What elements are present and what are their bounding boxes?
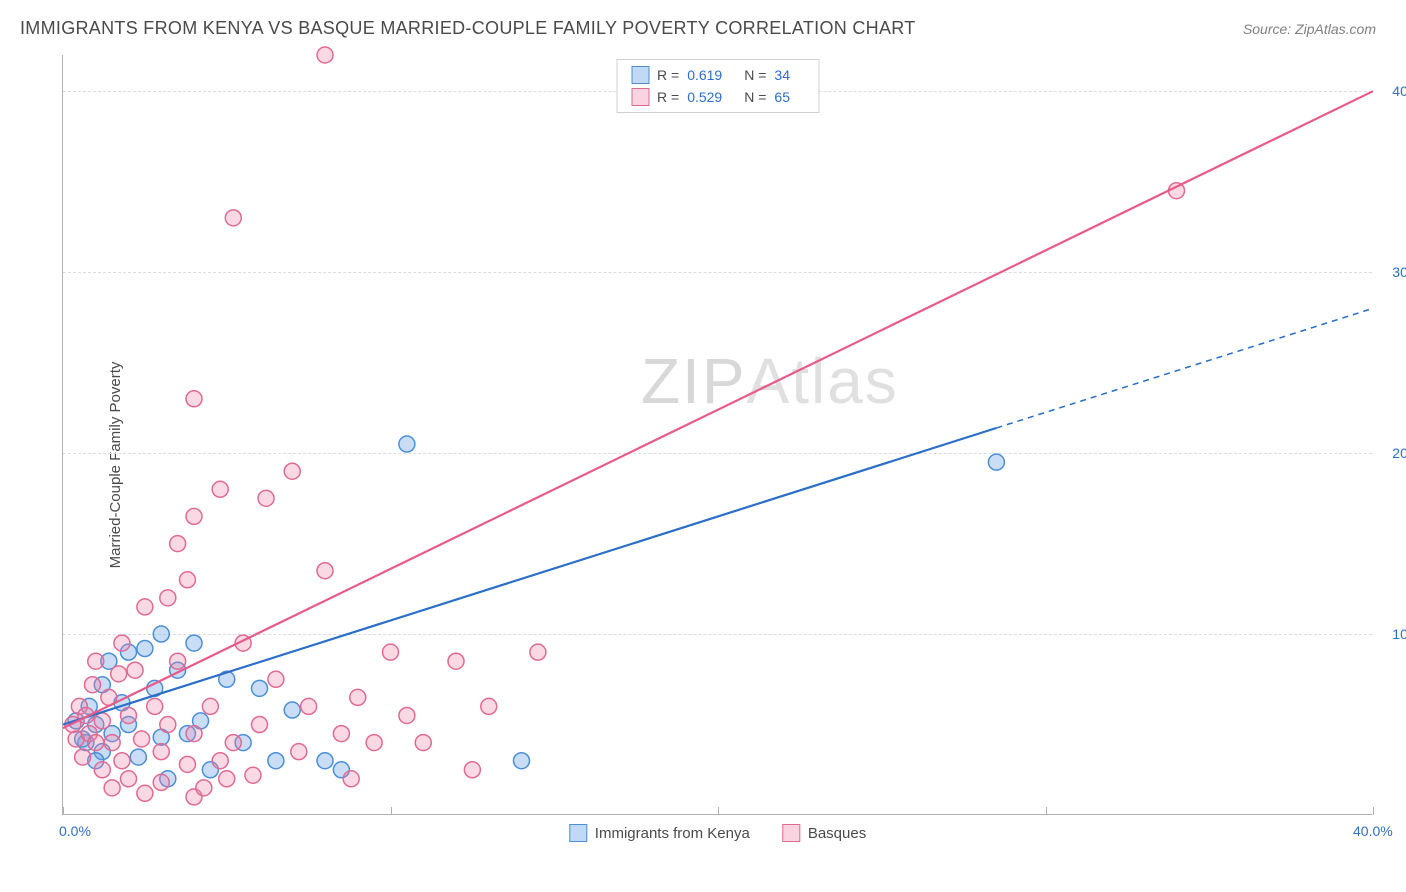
trendline-kenya-dashed [996,308,1373,428]
x-tick [1373,807,1374,815]
trendline-kenya [63,428,996,725]
series-legend: Immigrants from Kenya Basques [569,824,866,842]
correlation-legend: R = 0.619 N = 34 R = 0.529 N = 65 [616,59,819,113]
swatch-pink-icon [631,88,649,106]
legend-row-kenya: R = 0.619 N = 34 [631,64,804,86]
y-tick-label: 30.0% [1392,264,1406,280]
y-tick-label: 20.0% [1392,445,1406,461]
x-tick-label: 0.0% [59,823,91,839]
plot-area: ZIPAtlas R = 0.619 N = 34 R = 0.529 N = … [62,55,1372,815]
legend-row-basques: R = 0.529 N = 65 [631,86,804,108]
legend-item-basques: Basques [782,824,866,842]
trend-layer [63,55,1372,814]
y-tick-label: 10.0% [1392,626,1406,642]
swatch-blue-icon [569,824,587,842]
swatch-pink-icon [782,824,800,842]
chart-title: IMMIGRANTS FROM KENYA VS BASQUE MARRIED-… [20,18,916,39]
chart-container: Married-Couple Family Poverty ZIPAtlas R… [20,55,1390,875]
y-tick-label: 40.0% [1392,83,1406,99]
legend-item-kenya: Immigrants from Kenya [569,824,750,842]
trendline-basques [63,91,1373,728]
swatch-blue-icon [631,66,649,84]
source-attribution: Source: ZipAtlas.com [1243,21,1376,37]
x-tick-label: 40.0% [1353,823,1393,839]
